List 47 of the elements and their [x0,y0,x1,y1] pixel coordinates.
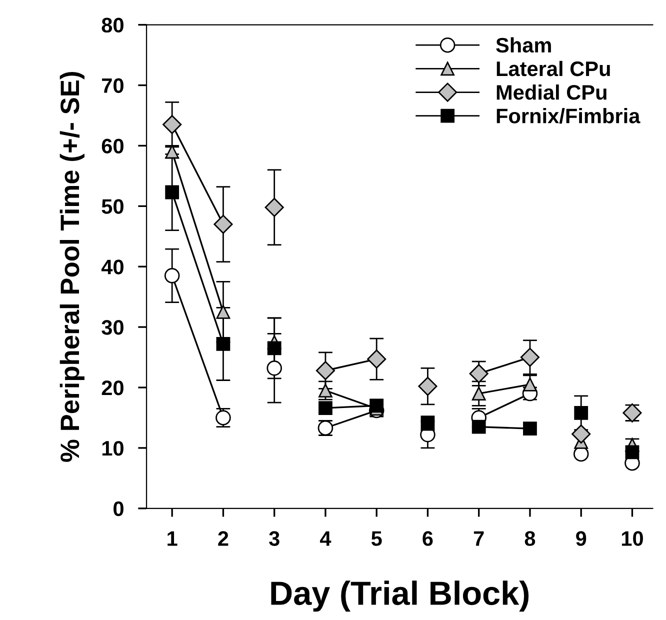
point [472,420,486,434]
point [316,361,335,380]
point [418,376,438,396]
point [264,198,284,217]
point [472,386,486,400]
x-tick-label: 4 [320,531,332,546]
point [523,378,537,392]
point [572,424,591,444]
y-tick-label: 0 [114,501,124,516]
y-tick-label: 30 [102,320,124,335]
x-tick-label: 9 [576,531,586,546]
y-tick-label: 70 [102,78,124,94]
point [162,115,182,134]
point [216,304,230,319]
y-tick-label: 60 [102,138,124,154]
x-tick-label: 6 [422,531,433,546]
point [216,337,230,351]
y-tick-label: 50 [102,199,124,214]
point [165,185,180,200]
y-tick-label: 80 [102,18,124,33]
x-tick-label: 5 [371,531,382,546]
point [267,341,282,356]
y-tick-label: 20 [102,380,124,396]
legend-label: Fornix/Fimbria [496,108,640,124]
x-tick-label: 10 [622,531,643,546]
y-tick-label: 10 [102,440,124,456]
legend-label: Lateral CPu [496,60,610,76]
x-tick-label: 8 [524,531,536,546]
legend-label: Sham [496,37,551,53]
point [318,401,332,415]
x-tick-label: 7 [474,531,484,546]
y-tick-label: 40 [101,260,124,274]
x-tick-label: 1 [168,531,178,546]
point [266,360,282,376]
point [574,406,588,420]
point [318,384,332,398]
legend-label: Medial CPu [496,84,606,100]
point [164,268,180,284]
x-tick-label: 2 [218,531,228,546]
x-tick-label: 3 [269,531,280,546]
point [523,422,537,436]
y-axis-title: % Peripheral Pool Time (+/- SE) [60,72,84,462]
point [520,348,540,367]
x-axis-title: Day (Trial Block) [271,580,529,612]
point [469,364,488,384]
point [367,350,386,369]
point [214,214,233,234]
